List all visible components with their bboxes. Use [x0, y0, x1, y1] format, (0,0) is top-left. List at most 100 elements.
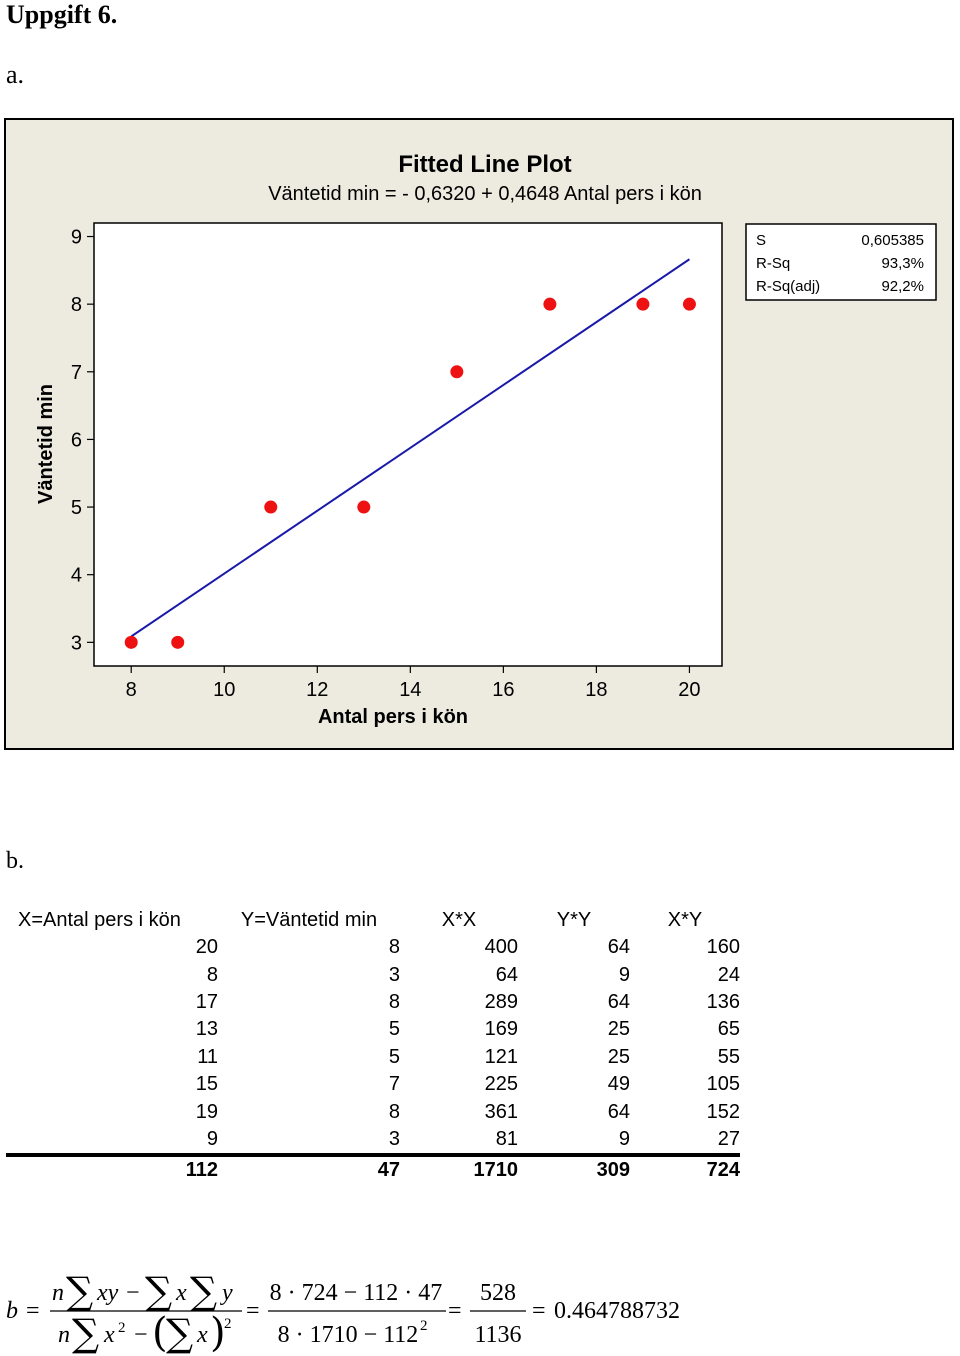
cell-yy: 25 [607, 1045, 630, 1068]
cell-xy: 136 [706, 990, 740, 1013]
part-b-label: b. [6, 848, 24, 874]
formula-result: 0.464788732 [554, 1298, 680, 1324]
data-point [682, 297, 696, 311]
table-row: 8 3 64 9 24 [6, 961, 740, 988]
cell-xx: 81 [495, 1127, 518, 1150]
table-row: 19 8 361 64 152 [6, 1098, 740, 1125]
stat-value-rsq-adj: 92,2% [881, 278, 924, 295]
stats-box: S 0,605385 R-Sq 93,3% R-Sq(adj) 92,2% [745, 223, 937, 301]
x-tick-label: 20 [678, 679, 700, 701]
formula-x: x [175, 1280, 187, 1306]
cell-yy: 64 [607, 936, 630, 959]
y-tick-label: 9 [71, 227, 82, 249]
cell-xy: 105 [706, 1073, 740, 1096]
formula-n: n [52, 1280, 64, 1306]
y-tick-label: 3 [71, 632, 82, 654]
cell-x: 11 [197, 1045, 218, 1068]
y-tick-label: 4 [71, 565, 82, 587]
cell-xx: 225 [484, 1073, 518, 1096]
cell-xy: 55 [717, 1045, 740, 1068]
data-point [450, 365, 464, 379]
table-sum-row: 112 47 1710 309 724 [6, 1153, 740, 1184]
cell-yy: 64 [607, 1100, 630, 1123]
cell-yy: 25 [607, 1018, 630, 1041]
formula-y: y [220, 1280, 233, 1306]
part-a-label: a. [6, 60, 25, 89]
table-header-row: X=Antal pers i kön Y=Väntetid min X*X Y*… [6, 906, 740, 934]
cell-y: 5 [388, 1045, 400, 1068]
formula-exponent: 2 [118, 1320, 126, 1336]
x-tick-label: 12 [306, 679, 328, 701]
formula-x: x [196, 1322, 208, 1348]
cell-y: 8 [388, 936, 400, 959]
fitted-line-plot: Fitted Line Plot Väntetid min = - 0,6320… [35, 151, 937, 728]
plot-area [93, 222, 723, 667]
data-point [543, 297, 557, 311]
cell-y: 3 [388, 963, 400, 986]
formula-equals-2: = [246, 1298, 260, 1324]
x-axis-label: Antal pers i kön [318, 706, 468, 728]
cell-xy: 24 [717, 963, 740, 986]
header-y: Y=Väntetid min [240, 908, 378, 931]
y-tick-label: 6 [71, 429, 82, 451]
data-point [636, 297, 650, 311]
x-tick-label: 16 [492, 679, 514, 701]
cell-yy: 9 [618, 963, 630, 986]
cell-xx: 169 [484, 1018, 518, 1041]
cell-x: 17 [195, 990, 218, 1013]
x-tick-label: 18 [585, 679, 607, 701]
header-xx: X*X [441, 908, 477, 931]
y-axis-label: Väntetid min [35, 384, 57, 504]
table-row: 15 7 225 49 105 [6, 1071, 740, 1098]
data-point [264, 500, 278, 514]
cell-x: 19 [195, 1100, 218, 1123]
formula-exponent: 2 [420, 1318, 428, 1334]
header-xy: X*Y [667, 908, 703, 931]
formula-sum: ∑ [66, 1270, 93, 1313]
formula-xy: xy [96, 1280, 119, 1306]
formula-equals-3: = [448, 1298, 462, 1324]
table-row: 13 5 169 25 65 [6, 1016, 740, 1043]
y-tick-label: 5 [71, 497, 82, 519]
cell-xy: 152 [706, 1100, 740, 1123]
cell-xy: 160 [706, 936, 740, 959]
sum-x: 112 [6, 1153, 218, 1184]
header-x: X=Antal pers i kön [18, 908, 181, 931]
formula-numerator-3: 528 [480, 1280, 516, 1306]
cell-y: 8 [388, 990, 400, 1013]
chart-title: Fitted Line Plot [398, 151, 571, 178]
cell-yy: 64 [607, 990, 630, 1013]
header-yy: Y*Y [556, 908, 592, 931]
cell-xx: 361 [484, 1100, 518, 1123]
formula-minus: − [126, 1280, 140, 1306]
cell-xy: 65 [717, 1018, 740, 1041]
x-tick-label: 14 [399, 679, 421, 701]
formula-sum: ∑ [190, 1270, 217, 1313]
formula-x: x [103, 1322, 115, 1348]
cell-xx: 121 [484, 1045, 518, 1068]
cell-xx: 289 [484, 990, 518, 1013]
formula-sum: ∑ [72, 1311, 99, 1355]
fitted-regression-line [130, 258, 690, 638]
formula-minus: − [134, 1322, 148, 1348]
formula-right-paren: ) [210, 1310, 226, 1356]
y-tick-label: 7 [71, 362, 82, 384]
regression-equation: Väntetid min = - 0,6320 + 0,4648 Antal p… [268, 183, 702, 205]
table-row: 20 8 400 64 160 [6, 934, 740, 961]
table-row: 9 3 81 9 27 [6, 1126, 740, 1155]
x-tick-label: 10 [213, 679, 235, 701]
cell-x: 13 [195, 1018, 218, 1041]
formula-equals-1: = [26, 1298, 40, 1324]
formula-n: n [58, 1322, 70, 1348]
cell-y: 7 [388, 1073, 400, 1096]
y-tick-label: 8 [71, 294, 82, 316]
fitted-line-plot-figure: Fitted Line Plot Väntetid min = - 0,6320… [4, 118, 954, 750]
table-row: 17 8 289 64 136 [6, 989, 740, 1016]
assignment-title: Uppgift 6. [6, 0, 118, 29]
cell-y: 3 [388, 1127, 400, 1150]
formula-lhs: b [6, 1298, 18, 1324]
data-point [171, 635, 185, 649]
formula-left-paren: ( [152, 1310, 168, 1356]
cell-xx: 400 [484, 936, 518, 959]
formula-exponent: 2 [224, 1316, 232, 1332]
